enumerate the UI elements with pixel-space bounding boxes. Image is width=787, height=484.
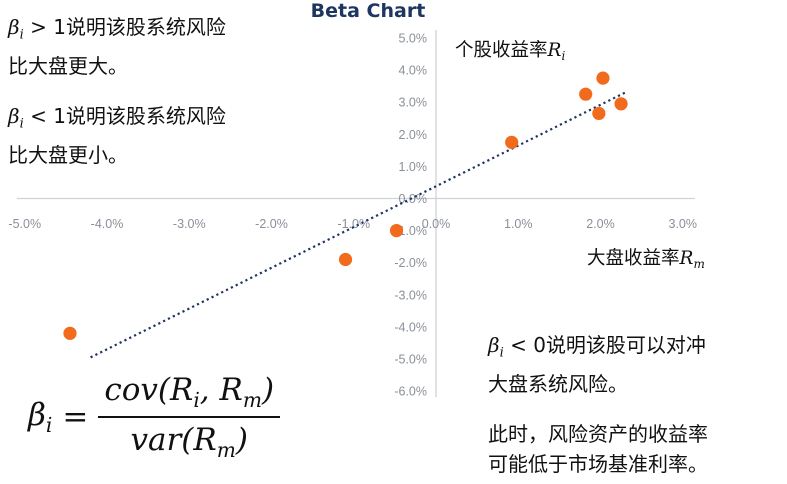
y-tick-label: -1.0% — [394, 224, 427, 238]
data-points — [63, 71, 628, 340]
trend-line — [90, 91, 626, 359]
data-point — [338, 252, 353, 267]
beta-formula: βi = cov(Ri, Rm) var(Rm) — [28, 372, 281, 463]
y-tick-label: 4.0% — [399, 64, 428, 78]
chart-title: Beta Chart — [311, 0, 426, 22]
x-tick-label: -2.0% — [255, 217, 288, 231]
note-risk-asset: 此时，风险资产的收益率 可能低于市场基准利率。 — [488, 422, 708, 476]
formula-numerator: cov(Ri, Rm) — [98, 372, 281, 419]
note-beta-greater-than-one: βi > 1说明该股系统风险 比大盘更大。 — [8, 15, 226, 78]
x-tick-label: -5.0% — [8, 217, 41, 231]
faint-side-text — [770, 0, 787, 240]
data-point — [505, 135, 519, 149]
note-beta-less-than-one: βi < 1说明该股系统风险 比大盘更小。 — [8, 104, 226, 167]
x-tick-label: 0.0% — [422, 217, 451, 231]
y-tick-label: -4.0% — [394, 320, 427, 334]
x-tick-label: 2.0% — [586, 217, 615, 231]
y-tick-label: -6.0% — [394, 385, 427, 399]
formula-denominator: var(Rm) — [130, 422, 248, 463]
note-beta-less-than-zero: βi < 0说明该股可以对冲 大盘系统风险。 — [488, 333, 706, 396]
y-tick-label: 0.0% — [399, 192, 428, 206]
x-tick-labels: -5.0% -4.0% -3.0% -2.0% -1.0% 0.0% 1.0% 2.0% 3.0… — [8, 217, 697, 231]
formula-lhs: βi — [28, 397, 53, 438]
x-tick-label: 3.0% — [669, 217, 698, 231]
x-tick-label: -4.0% — [91, 217, 124, 231]
chart-axes — [16, 30, 695, 398]
data-point — [596, 71, 610, 85]
y-tick-label: 1.0% — [399, 160, 428, 174]
y-tick-label: 3.0% — [399, 96, 428, 110]
data-point — [389, 224, 404, 238]
y-tick-label: -2.0% — [394, 256, 427, 270]
formula-equals: = — [62, 399, 89, 436]
formula-fraction: cov(Ri, Rm) var(Rm) — [98, 372, 281, 463]
y-tick-label: 2.0% — [399, 128, 428, 142]
y-tick-labels: 5.0% 4.0% 3.0% 2.0% 1.0% 0.0% -1.0% -2.0% -3.0% -… — [394, 32, 427, 399]
data-point — [592, 106, 606, 121]
x-axis-symbol: Rm — [679, 248, 705, 272]
y-tick-label: -3.0% — [394, 288, 427, 302]
y-tick-label: -5.0% — [394, 353, 427, 367]
y-tick-label: 5.0% — [399, 32, 428, 46]
data-point — [63, 326, 77, 340]
x-tick-label: -3.0% — [173, 217, 206, 231]
data-point — [579, 87, 593, 101]
x-tick-label: 1.0% — [504, 217, 533, 231]
y-axis-symbol: Ri — [547, 40, 566, 64]
x-tick-label: -1.0% — [337, 217, 370, 231]
data-point — [614, 97, 628, 111]
y-axis-label: 个股收益率Ri — [455, 40, 566, 64]
x-axis-label: 大盘收益率Rm — [587, 248, 705, 272]
